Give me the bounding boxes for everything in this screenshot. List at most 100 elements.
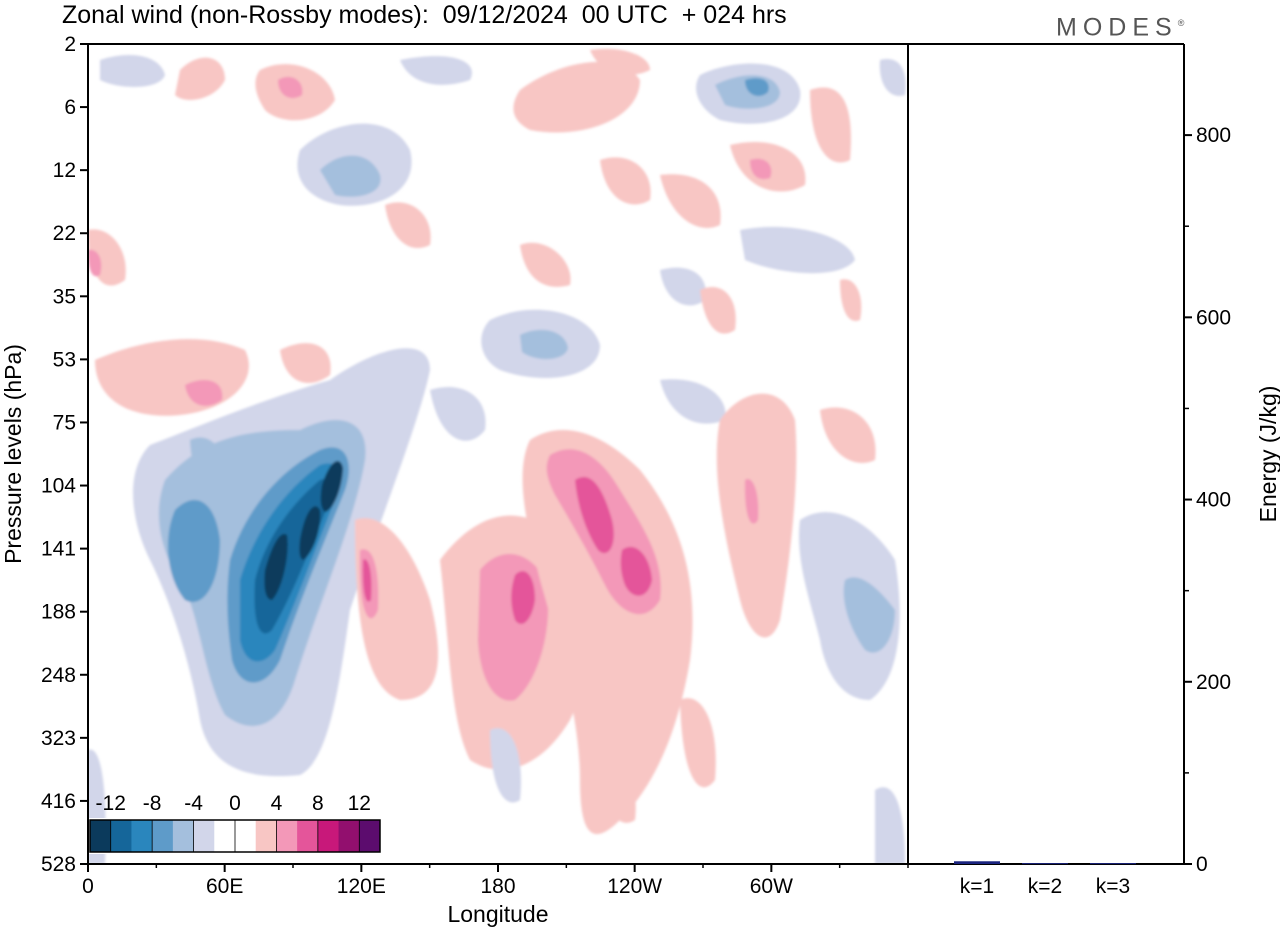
colorbar-swatch (214, 820, 236, 852)
colorbar-swatch (90, 820, 112, 852)
energy-tick-label: 800 (1196, 124, 1231, 147)
colorbar-swatch (359, 820, 381, 852)
colorbar-swatch (172, 820, 195, 852)
energy-axis-label: Energy (J/kg) (1255, 386, 1280, 523)
colorbar-label: -8 (143, 792, 162, 815)
y-tick-label: 528 (41, 853, 76, 876)
y-tick-label: 248 (41, 664, 76, 687)
contour-blob (511, 571, 535, 624)
colorbar-label: 12 (348, 792, 371, 815)
x-tick-label: 180 (480, 875, 515, 898)
contour-blob (740, 226, 855, 274)
energy-tick-label: 400 (1196, 489, 1231, 512)
x-tick-label: 120W (607, 875, 662, 898)
chart-title: Zonal wind (non-Rossby modes): 09/12/202… (62, 1, 787, 29)
contour-blob (700, 286, 736, 334)
contour-blob (840, 279, 862, 321)
y-tick-label: 416 (41, 790, 76, 813)
contour-blob (320, 461, 343, 512)
brand-text: MODES (1056, 13, 1178, 42)
colorbar-label: -4 (184, 792, 203, 815)
contour-blob (299, 506, 321, 560)
heatmap-field (88, 48, 906, 864)
x-tick-label: 0 (82, 875, 94, 898)
contour-blob (750, 158, 772, 180)
contour-blob (620, 546, 652, 596)
colorbar-swatch (338, 820, 360, 852)
x-axis-label: Longitude (447, 901, 548, 927)
x-axis: 0 60E 120E 180 120W 60W (82, 864, 909, 898)
contour-blob (660, 174, 721, 228)
contour-blob (879, 59, 906, 96)
contour-blob (362, 559, 372, 602)
colorbar-label: 0 (229, 792, 241, 815)
y-tick-label: 2 (64, 33, 76, 56)
contour-blob (490, 728, 521, 803)
energy-category-label: k=3 (1096, 875, 1130, 898)
contour-blob (175, 57, 225, 100)
energy-category-label: k=1 (960, 875, 994, 898)
contour-blob (522, 430, 693, 835)
energy-bar-chart: 0 200 400 600 800 k=1 k=2 k=3 (954, 124, 1231, 898)
x-tick-label: 60W (750, 875, 793, 898)
colorbar-swatch (110, 820, 132, 852)
energy-bar (1090, 863, 1136, 865)
contour-blob (278, 76, 303, 99)
y-tick-label: 12 (53, 159, 76, 182)
contour-blob (575, 476, 614, 554)
contour-blob (680, 698, 716, 788)
contour-blob (745, 78, 769, 96)
contour-blob (355, 518, 439, 700)
colorbar-swatch (276, 820, 298, 852)
contour-blob (280, 343, 331, 383)
y-tick-label: 323 (41, 727, 76, 750)
x-tick-label: 120E (337, 875, 386, 898)
colorbar-swatch (235, 820, 257, 852)
colorbar-label: 8 (312, 792, 324, 815)
contour-blob (167, 500, 220, 602)
energy-tick-label: 600 (1196, 306, 1231, 329)
contour-blob (385, 202, 431, 249)
brand-mark: ® (1177, 18, 1185, 28)
y-tick-label: 141 (41, 538, 76, 561)
y-tick-label: 75 (53, 411, 76, 434)
brand-logo: MODES® (1056, 8, 1184, 42)
contour-blob (95, 339, 249, 416)
energy-bar (1022, 863, 1068, 865)
energy-category-label: k=2 (1028, 875, 1062, 898)
y-tick-label: 6 (64, 96, 76, 119)
colorbar-label: 4 (271, 792, 283, 815)
colorbar-legend: -12 -8 -4 0 4 8 12 (88, 792, 382, 854)
colorbar-swatch (297, 820, 319, 852)
y-tick-label: 22 (53, 222, 76, 245)
contour-blob (843, 577, 895, 653)
contour-blob (875, 787, 905, 864)
colorbar-swatch (193, 820, 215, 852)
y-axis: 2 6 12 22 35 53 75 104 141 188 248 323 416 528 (41, 33, 88, 876)
contour-blob (320, 155, 381, 197)
contour-blob (88, 249, 102, 277)
y-axis-label: Pressure levels (hPa) (0, 344, 26, 564)
contour-blob (744, 479, 759, 524)
contour-blob (430, 386, 486, 441)
contour-blob (185, 380, 223, 406)
colorbar-swatch (152, 820, 174, 852)
contour-blob (660, 379, 726, 424)
energy-tick-label: 0 (1196, 853, 1208, 876)
contour-blob (400, 56, 472, 85)
contour-blob (520, 329, 568, 360)
y-tick-label: 53 (53, 348, 76, 371)
x-tick-label: 60E (206, 875, 243, 898)
contour-blob (810, 87, 851, 163)
contour-blob (660, 267, 706, 306)
contour-blob (590, 48, 650, 75)
y-tick-label: 188 (41, 601, 76, 624)
contour-blob (820, 407, 876, 463)
colorbar-label: -12 (96, 792, 126, 815)
colorbar-swatch (255, 820, 277, 852)
contour-blob (264, 534, 288, 600)
contour-blob (520, 242, 571, 287)
colorbar-swatch (317, 820, 340, 852)
y-tick-label: 104 (41, 475, 76, 498)
